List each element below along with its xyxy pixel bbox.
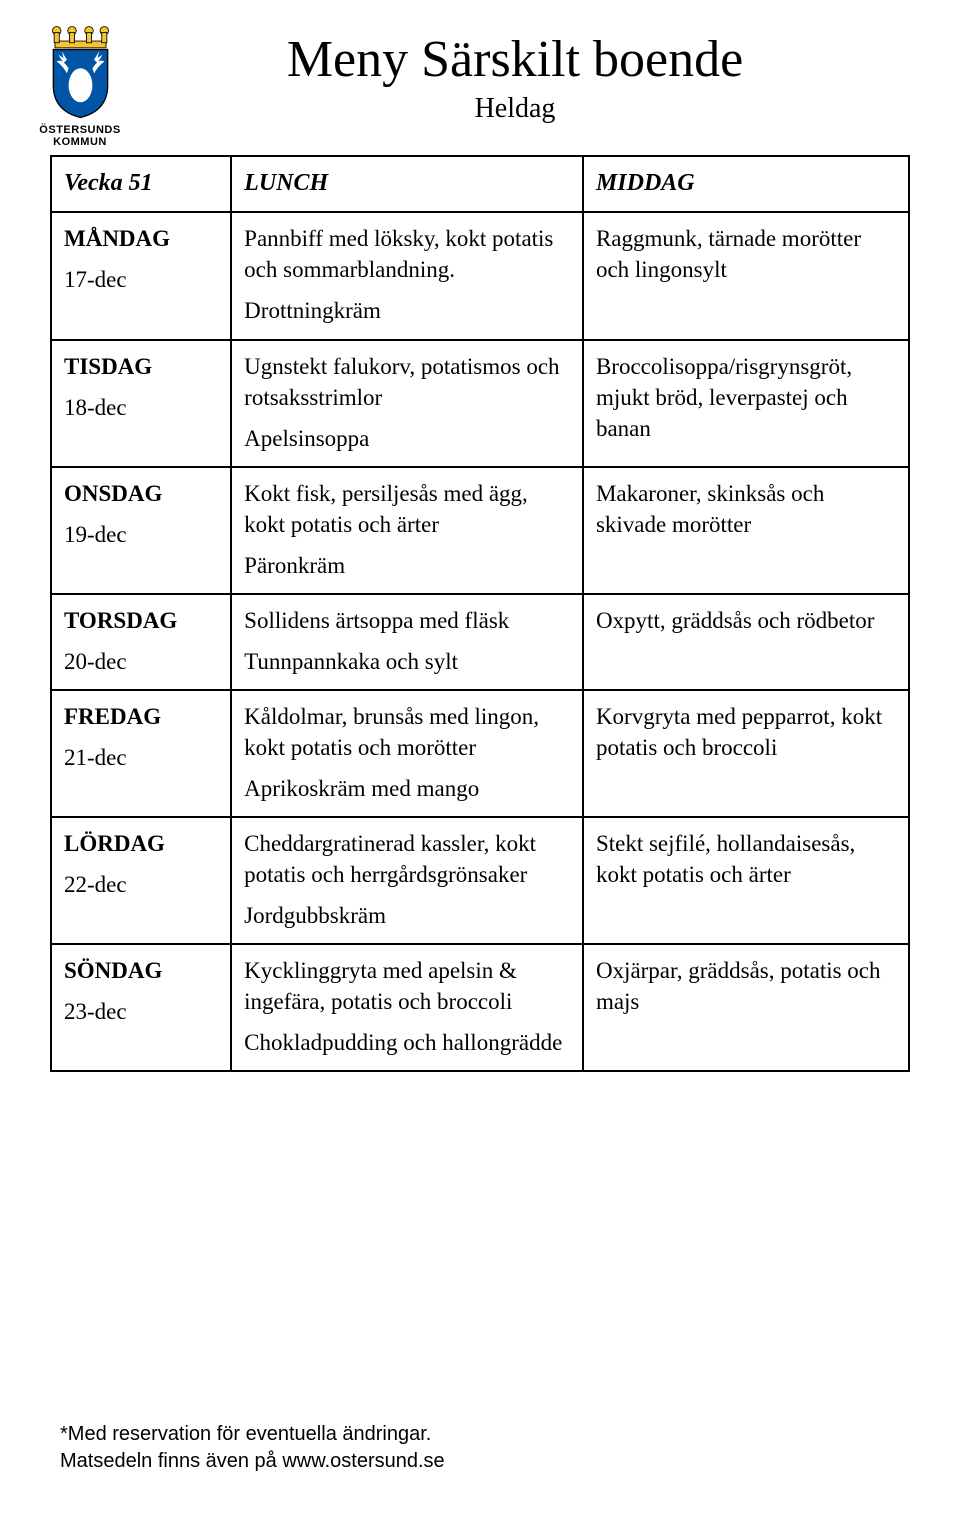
day-name: TORSDAG bbox=[64, 605, 218, 636]
lunch-dish: Jordgubbskräm bbox=[244, 900, 570, 931]
table-row: TORSDAG 20-dec Sollidens ärtsoppa med fläs… bbox=[51, 594, 909, 690]
page-subtitle: Heldag bbox=[120, 93, 910, 125]
lunch-dish: Apelsinsoppa bbox=[244, 423, 570, 454]
day-name: MÅNDAG bbox=[64, 223, 218, 254]
lunch-dish: Kåldolmar, brunsås med lingon, kokt pota… bbox=[244, 701, 570, 763]
shield-crown-icon bbox=[38, 25, 123, 120]
menu-table: Vecka 51 LUNCH MIDDAG MÅNDAG 17-dec Pannbi… bbox=[50, 155, 910, 1072]
day-cell: MÅNDAG 17-dec bbox=[51, 212, 231, 339]
table-row: MÅNDAG 17-dec Pannbiff med löksky, kokt po… bbox=[51, 212, 909, 339]
day-date: 20-dec bbox=[64, 646, 218, 677]
lunch-cell: Pannbiff med löksky, kokt potatis och so… bbox=[231, 212, 583, 339]
org-name-line1: ÖSTERSUNDS bbox=[25, 124, 135, 136]
page-title: Meny Särskilt boende bbox=[120, 30, 910, 89]
footer-line2: Matsedeln finns även på www.ostersund.se bbox=[60, 1448, 445, 1475]
col-week: Vecka 51 bbox=[51, 156, 231, 212]
lunch-cell: Kycklinggryta med apelsin & ingefära, po… bbox=[231, 944, 583, 1071]
dinner-dish: Oxpytt, gräddsås och rödbetor bbox=[596, 605, 896, 636]
table-row: ONSDAG 19-dec Kokt fisk, persiljesås med ä… bbox=[51, 467, 909, 594]
lunch-dish: Aprikoskräm med mango bbox=[244, 773, 570, 804]
page-header: Meny Särskilt boende Heldag bbox=[120, 30, 910, 125]
table-row: FREDAG 21-dec Kåldolmar, brunsås med lingo… bbox=[51, 690, 909, 817]
dinner-cell: Makaroner, skinksås och skivade morötter bbox=[583, 467, 909, 594]
org-logo: ÖSTERSUNDS KOMMUN bbox=[25, 25, 135, 148]
col-dinner: MIDDAG bbox=[583, 156, 909, 212]
lunch-dish: Sollidens ärtsoppa med fläsk bbox=[244, 605, 570, 636]
day-cell: ONSDAG 19-dec bbox=[51, 467, 231, 594]
lunch-dish: Kycklinggryta med apelsin & ingefära, po… bbox=[244, 955, 570, 1017]
lunch-dish: Chokladpudding och hallongrädde bbox=[244, 1027, 570, 1058]
dinner-dish: Broccolisoppa/risgrynsgröt, mjukt bröd, … bbox=[596, 351, 896, 444]
lunch-cell: Kåldolmar, brunsås med lingon, kokt pota… bbox=[231, 690, 583, 817]
lunch-dish: Kokt fisk, persiljesås med ägg, kokt pot… bbox=[244, 478, 570, 540]
lunch-dish: Ugnstekt falukorv, potatismos och rotsak… bbox=[244, 351, 570, 413]
lunch-dish: Päronkräm bbox=[244, 550, 570, 581]
day-date: 22-dec bbox=[64, 869, 218, 900]
footer-note: *Med reservation för eventuella ändringa… bbox=[60, 1421, 445, 1475]
dinner-cell: Oxpytt, gräddsås och rödbetor bbox=[583, 594, 909, 690]
dinner-dish: Oxjärpar, gräddsås, potatis och majs bbox=[596, 955, 896, 1017]
footer-line1: *Med reservation för eventuella ändringa… bbox=[60, 1421, 445, 1448]
dinner-cell: Raggmunk, tärnade morötter och lingonsyl… bbox=[583, 212, 909, 339]
org-name-line2: KOMMUN bbox=[25, 136, 135, 148]
dinner-cell: Oxjärpar, gräddsås, potatis och majs bbox=[583, 944, 909, 1071]
day-date: 18-dec bbox=[64, 392, 218, 423]
table-row: TISDAG 18-dec Ugnstekt falukorv, potatismo… bbox=[51, 340, 909, 467]
dinner-dish: Makaroner, skinksås och skivade morötter bbox=[596, 478, 896, 540]
dinner-dish: Korvgryta med pepparrot, kokt potatis oc… bbox=[596, 701, 896, 763]
lunch-cell: Sollidens ärtsoppa med fläsk Tunnpannkaka… bbox=[231, 594, 583, 690]
day-name: ONSDAG bbox=[64, 478, 218, 509]
lunch-cell: Kokt fisk, persiljesås med ägg, kokt pot… bbox=[231, 467, 583, 594]
lunch-dish: Cheddargratinerad kassler, kokt potatis … bbox=[244, 828, 570, 890]
day-date: 23-dec bbox=[64, 996, 218, 1027]
day-name: TISDAG bbox=[64, 351, 218, 382]
table-header-row: Vecka 51 LUNCH MIDDAG bbox=[51, 156, 909, 212]
day-date: 19-dec bbox=[64, 519, 218, 550]
day-cell: SÖNDAG 23-dec bbox=[51, 944, 231, 1071]
dinner-cell: Broccolisoppa/risgrynsgröt, mjukt bröd, … bbox=[583, 340, 909, 467]
lunch-dish: Pannbiff med löksky, kokt potatis och so… bbox=[244, 223, 570, 285]
lunch-dish: Drottningkräm bbox=[244, 295, 570, 326]
day-date: 17-dec bbox=[64, 264, 218, 295]
day-name: SÖNDAG bbox=[64, 955, 218, 986]
day-cell: FREDAG 21-dec bbox=[51, 690, 231, 817]
table-row: SÖNDAG 23-dec Kycklinggryta med apelsin & … bbox=[51, 944, 909, 1071]
day-cell: LÖRDAG 22-dec bbox=[51, 817, 231, 944]
day-cell: TISDAG 18-dec bbox=[51, 340, 231, 467]
day-name: FREDAG bbox=[64, 701, 218, 732]
dinner-dish: Raggmunk, tärnade morötter och lingonsyl… bbox=[596, 223, 896, 285]
day-name: LÖRDAG bbox=[64, 828, 218, 859]
table-row: LÖRDAG 22-dec Cheddargratinerad kassler, k… bbox=[51, 817, 909, 944]
lunch-cell: Ugnstekt falukorv, potatismos och rotsak… bbox=[231, 340, 583, 467]
dinner-cell: Stekt sejfilé, hollandaisesås, kokt pota… bbox=[583, 817, 909, 944]
day-date: 21-dec bbox=[64, 742, 218, 773]
lunch-dish: Tunnpannkaka och sylt bbox=[244, 646, 570, 677]
lunch-cell: Cheddargratinerad kassler, kokt potatis … bbox=[231, 817, 583, 944]
dinner-dish: Stekt sejfilé, hollandaisesås, kokt pota… bbox=[596, 828, 896, 890]
col-lunch: LUNCH bbox=[231, 156, 583, 212]
dinner-cell: Korvgryta med pepparrot, kokt potatis oc… bbox=[583, 690, 909, 817]
day-cell: TORSDAG 20-dec bbox=[51, 594, 231, 690]
